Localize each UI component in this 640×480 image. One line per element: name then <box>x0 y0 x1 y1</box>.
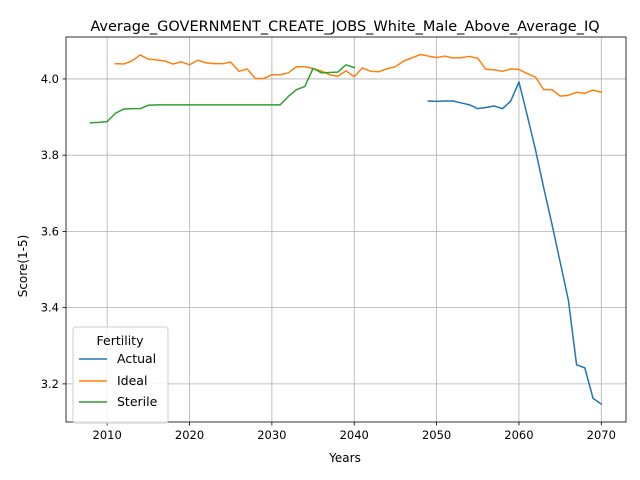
legend-label-ideal: Ideal <box>117 373 147 388</box>
series-line-ideal <box>114 53 603 97</box>
y-tick-label: 3.4 <box>41 301 59 315</box>
x-tick-label: 2030 <box>257 428 286 442</box>
x-tick-label: 2060 <box>504 428 533 442</box>
axis-ticks: 2010 2020 2030 2040 2050 2060 2070 3.2 3.4 3.6 3.8… <box>41 72 616 442</box>
legend-label-actual: Actual <box>117 351 156 366</box>
x-tick-label: 2020 <box>175 428 204 442</box>
x-tick-label: 2040 <box>340 428 369 442</box>
x-tick-label: 2010 <box>93 428 122 442</box>
series-lines <box>89 53 603 406</box>
legend-title: Fertility <box>97 333 145 348</box>
series-line-actual <box>427 81 603 406</box>
y-tick-label: 3.6 <box>41 224 59 238</box>
y-tick-label: 3.8 <box>41 148 59 162</box>
legend-label-sterile: Sterile <box>117 394 158 409</box>
plot-area-frame <box>65 36 627 423</box>
y-tick-label: 3.2 <box>41 377 59 391</box>
x-tick-label: 2050 <box>422 428 451 442</box>
x-axis-label: Years <box>328 451 361 465</box>
legend: Fertility Actual Ideal Sterile <box>72 326 169 424</box>
chart-title: Average_GOVERNMENT_CREATE_JOBS_White_Mal… <box>90 19 599 35</box>
y-tick-label: 4.0 <box>41 72 59 86</box>
legend-box <box>72 326 169 424</box>
x-tick-label: 2070 <box>587 428 616 442</box>
y-axis-label: Score(1-5) <box>16 235 30 298</box>
series-line-sterile <box>89 64 356 124</box>
